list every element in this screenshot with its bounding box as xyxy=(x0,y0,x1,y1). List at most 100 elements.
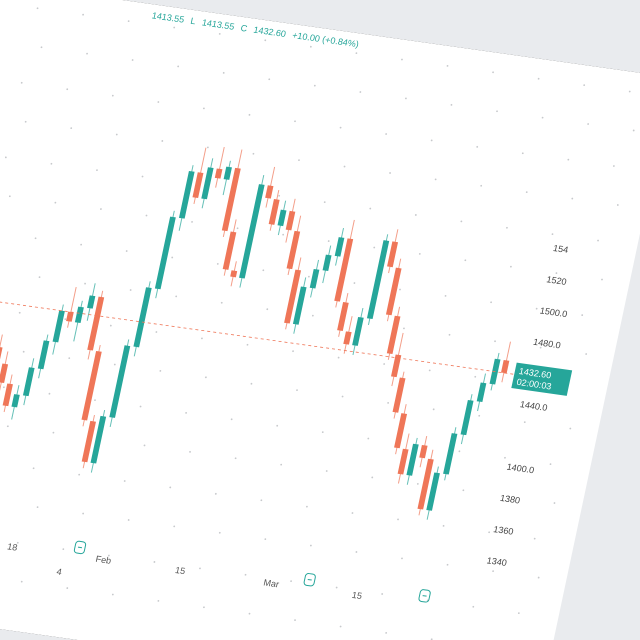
grid-dot xyxy=(260,499,263,502)
candle-body xyxy=(501,359,510,374)
grid-dot xyxy=(371,476,374,479)
event-icon-frame xyxy=(418,589,431,603)
grid-dot xyxy=(337,356,340,359)
time-tick-label: 15 xyxy=(351,590,363,601)
grid-dot xyxy=(335,586,338,589)
grid-dot xyxy=(405,97,407,100)
grid-dot xyxy=(296,389,298,392)
grid-dot xyxy=(96,169,98,172)
candle-body xyxy=(352,317,364,346)
grid-dot xyxy=(52,431,55,434)
grid-dot xyxy=(587,123,590,125)
grid-dot xyxy=(472,605,475,608)
candle-body xyxy=(392,377,406,413)
grid-dot xyxy=(446,563,449,566)
grid-dot xyxy=(383,363,386,365)
grid-dot xyxy=(203,606,205,609)
time-sub-label: 4 xyxy=(56,567,63,577)
ohlc-low-label: L xyxy=(189,15,197,27)
grid-dot xyxy=(488,531,491,534)
candle-body xyxy=(214,168,223,179)
grid-dot xyxy=(399,288,401,291)
last-price-tag-box xyxy=(511,362,573,396)
grid-dot xyxy=(115,133,118,136)
time-tick-label: Mar xyxy=(263,577,280,589)
grid-dot xyxy=(173,525,176,528)
grid-dot xyxy=(414,214,417,216)
grid-dot xyxy=(478,414,481,417)
grid-dot xyxy=(474,375,477,378)
grid-dot xyxy=(307,275,310,278)
grid-dot xyxy=(311,314,314,317)
candle-body xyxy=(133,287,152,348)
grid-dot xyxy=(4,156,7,159)
grid-dot xyxy=(84,282,87,285)
grid-dot xyxy=(202,107,205,110)
grid-dot xyxy=(343,165,346,168)
grid-dot xyxy=(490,301,493,304)
grid-dot xyxy=(18,311,21,314)
grid-dot xyxy=(38,276,41,279)
candle-body xyxy=(87,296,105,351)
grid-dot xyxy=(157,101,160,103)
time-axis: 202118Feb15Mar15303284 xyxy=(6,540,431,603)
candle-wick xyxy=(215,146,225,188)
grid-dot xyxy=(82,512,85,515)
candle-body xyxy=(309,268,320,289)
candle-body xyxy=(66,311,74,322)
grid-dot xyxy=(460,220,463,223)
grid-dot xyxy=(64,318,67,321)
grid-dot xyxy=(339,625,342,628)
grid-dot xyxy=(401,557,403,560)
event-icon xyxy=(418,589,431,603)
price-tick-label: 154 xyxy=(552,243,569,255)
grid-dot xyxy=(508,495,510,498)
grid-dot xyxy=(113,363,116,366)
grid-dot xyxy=(290,580,292,583)
price-tick-label: 1500.0 xyxy=(539,306,568,320)
grid-dot xyxy=(428,369,431,372)
grid-dot xyxy=(280,463,283,466)
grid-dot xyxy=(555,272,558,274)
last-price-countdown: 02:00:03 xyxy=(516,377,553,392)
grid-dot xyxy=(464,259,467,262)
grid-dot xyxy=(494,340,496,343)
grid-dot xyxy=(216,262,219,265)
grid-dot xyxy=(246,343,249,346)
grid-dot xyxy=(94,399,96,401)
grid-dot xyxy=(54,201,57,204)
grid-dot xyxy=(123,480,126,482)
grid-dot xyxy=(381,593,384,595)
grid-dot xyxy=(127,20,130,22)
grid-dot xyxy=(177,65,180,68)
grid-dot xyxy=(581,314,584,316)
candle-body xyxy=(11,394,20,408)
grid-dot xyxy=(199,567,201,570)
grid-dot xyxy=(355,52,358,54)
grid-dot xyxy=(244,573,247,576)
grid-dot xyxy=(111,94,114,97)
grid-dot xyxy=(450,103,453,106)
grid-dot xyxy=(248,612,251,615)
grid-dot xyxy=(525,191,528,194)
grid-dot xyxy=(185,412,188,414)
grid-dot xyxy=(385,631,388,634)
candle-wick xyxy=(0,334,3,369)
event-icon xyxy=(303,573,316,587)
grid-dot xyxy=(430,139,433,142)
grid-dot xyxy=(36,506,39,509)
grid-dot xyxy=(173,26,176,29)
grid-dot xyxy=(230,418,233,421)
grid-dot xyxy=(306,505,308,508)
candle-body xyxy=(406,443,419,476)
grid-dot xyxy=(109,324,112,327)
candle-body xyxy=(343,331,352,345)
grid-dot xyxy=(131,59,134,61)
candle-body xyxy=(178,171,195,219)
grid-dot xyxy=(125,250,128,252)
grid-dot xyxy=(80,243,83,246)
candle-body xyxy=(277,209,287,227)
